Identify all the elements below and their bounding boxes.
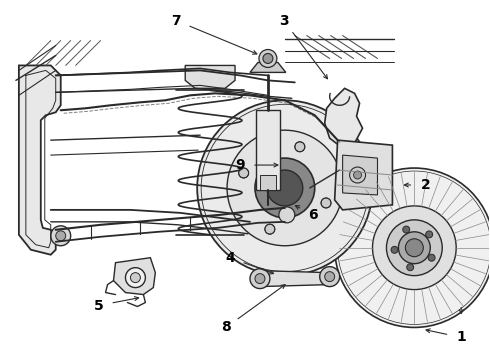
Circle shape bbox=[267, 170, 303, 206]
Circle shape bbox=[279, 207, 295, 223]
Circle shape bbox=[263, 54, 273, 63]
Circle shape bbox=[56, 231, 66, 241]
Polygon shape bbox=[185, 66, 235, 88]
Circle shape bbox=[227, 130, 343, 246]
Circle shape bbox=[255, 158, 315, 218]
Circle shape bbox=[426, 231, 433, 238]
Circle shape bbox=[265, 224, 275, 234]
Text: 9: 9 bbox=[235, 158, 245, 172]
Polygon shape bbox=[114, 258, 155, 294]
Circle shape bbox=[349, 167, 366, 183]
Circle shape bbox=[130, 273, 141, 283]
Circle shape bbox=[325, 272, 335, 282]
Text: 4: 4 bbox=[225, 251, 235, 265]
Polygon shape bbox=[335, 140, 392, 210]
Circle shape bbox=[354, 171, 362, 179]
Circle shape bbox=[295, 142, 305, 152]
Circle shape bbox=[239, 168, 248, 178]
Text: 3: 3 bbox=[279, 14, 289, 28]
Circle shape bbox=[398, 232, 430, 264]
Circle shape bbox=[403, 226, 410, 233]
Polygon shape bbox=[250, 62, 286, 72]
Circle shape bbox=[255, 274, 265, 284]
Bar bbox=[256, 110, 280, 190]
Polygon shape bbox=[19, 66, 61, 255]
Text: 7: 7 bbox=[172, 14, 181, 28]
Bar bbox=[260, 175, 276, 190]
Text: 5: 5 bbox=[94, 298, 103, 312]
Text: 1: 1 bbox=[456, 330, 466, 345]
Polygon shape bbox=[343, 155, 377, 195]
Circle shape bbox=[51, 226, 71, 246]
Polygon shape bbox=[260, 271, 330, 287]
Circle shape bbox=[372, 206, 456, 289]
Circle shape bbox=[250, 269, 270, 289]
Circle shape bbox=[197, 100, 372, 276]
Circle shape bbox=[405, 239, 423, 257]
Circle shape bbox=[259, 50, 277, 67]
Circle shape bbox=[319, 267, 340, 287]
Circle shape bbox=[407, 264, 414, 271]
Circle shape bbox=[321, 198, 331, 208]
Circle shape bbox=[125, 268, 146, 288]
Circle shape bbox=[428, 254, 435, 261]
Circle shape bbox=[391, 246, 398, 253]
Text: 2: 2 bbox=[420, 178, 430, 192]
Text: 6: 6 bbox=[308, 208, 318, 222]
Polygon shape bbox=[325, 88, 363, 148]
Circle shape bbox=[335, 168, 490, 328]
Circle shape bbox=[387, 220, 442, 276]
Text: 8: 8 bbox=[221, 320, 231, 334]
